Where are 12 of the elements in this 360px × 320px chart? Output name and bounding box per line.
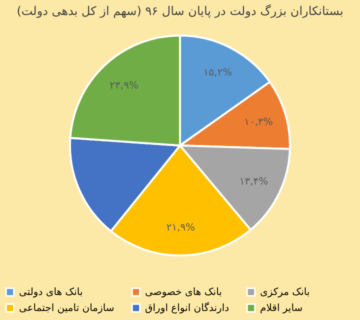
data-label: ۲۳,۹% (110, 80, 138, 92)
data-label: ۱۵,۲% (203, 68, 232, 79)
legend-label: سازمان تامین اجتماعی (19, 303, 114, 314)
legend-label: بانک مرکزی (260, 287, 310, 298)
legend-label: دارندگان انواع اوراق (145, 302, 230, 314)
legend-label: بانک های دولتی (19, 287, 83, 298)
legend-label: سایر اقلام (260, 303, 303, 314)
data-label: ۱۰,۳% (244, 116, 273, 128)
data-label: ۱۳,۴% (239, 176, 268, 188)
data-label: ۲۱,۹% (166, 222, 196, 234)
legend-label: بانک های خصوصی (145, 287, 222, 298)
chart-title: بستانکاران بزرگ دولت در پایان سال ۹۶ (سهم از کل بدهی دولت) (16, 4, 344, 18)
